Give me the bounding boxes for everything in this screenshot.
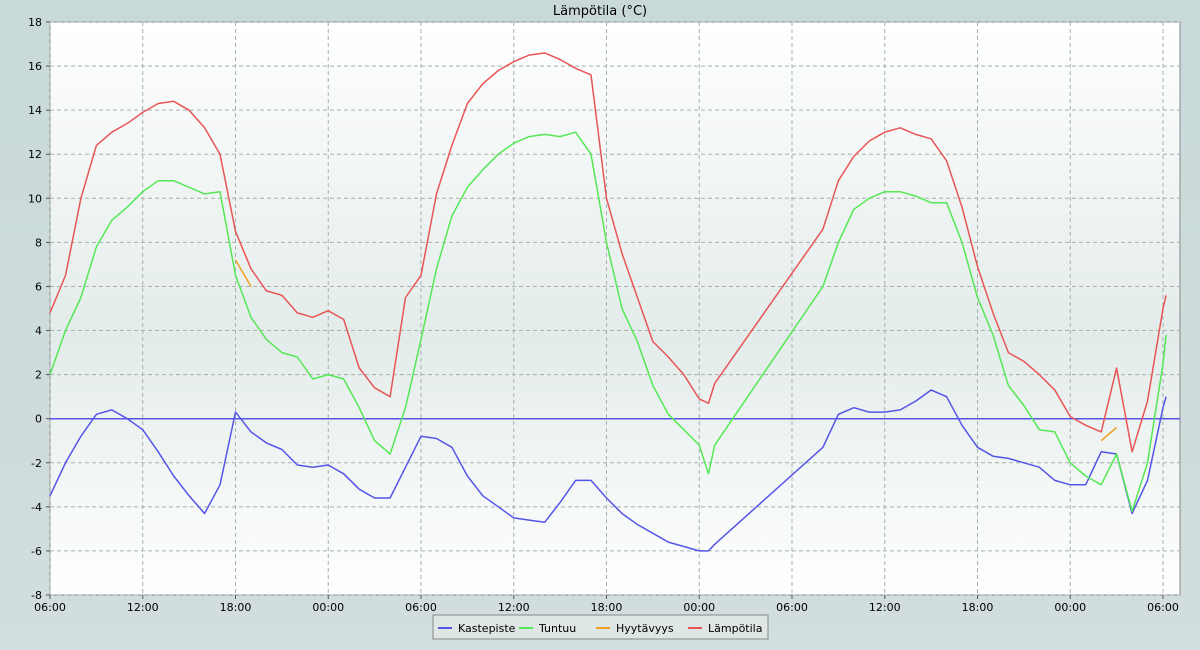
x-tick-label: 00:00 [1054, 601, 1086, 614]
legend-label: Tuntuu [538, 622, 576, 635]
x-tick-label: 06:00 [34, 601, 66, 614]
x-tick-label: 12:00 [127, 601, 159, 614]
y-tick-label: 10 [28, 192, 42, 205]
legend-label: Lämpötila [708, 622, 762, 635]
y-tick-label: 4 [35, 325, 42, 338]
plot-area [49, 21, 1181, 596]
y-tick-label: 8 [35, 236, 42, 249]
chart-title: Lämpötila (°C) [553, 4, 647, 19]
y-tick-label: -8 [31, 589, 42, 602]
y-tick-label: 14 [28, 104, 42, 117]
x-tick-label: 06:00 [1147, 601, 1179, 614]
y-tick-label: -6 [31, 545, 42, 558]
y-tick-label: 12 [28, 148, 42, 161]
y-tick-label: 2 [35, 369, 42, 382]
x-tick-label: 12:00 [498, 601, 530, 614]
y-tick-label: -2 [31, 457, 42, 470]
y-tick-label: 18 [28, 16, 42, 29]
x-tick-label: 00:00 [683, 601, 715, 614]
x-tick-label: 00:00 [312, 601, 344, 614]
x-tick-label: 12:00 [869, 601, 901, 614]
x-tick-label: 18:00 [591, 601, 623, 614]
series-line [49, 131, 1167, 513]
series-line [49, 389, 1167, 552]
x-tick-label: 18:00 [962, 601, 994, 614]
y-tick-label: -4 [31, 501, 42, 514]
x-tick-label: 18:00 [220, 601, 252, 614]
y-tick-label: 0 [35, 413, 42, 426]
x-tick-label: 06:00 [776, 601, 808, 614]
x-tick-label: 06:00 [405, 601, 437, 614]
series-line [234, 259, 1118, 442]
legend-label: Kastepiste [458, 622, 516, 635]
legend-label: Hyytävyys [616, 622, 674, 635]
y-tick-label: 6 [35, 280, 42, 293]
series-line [49, 52, 1167, 453]
y-tick-label: 16 [28, 60, 42, 73]
